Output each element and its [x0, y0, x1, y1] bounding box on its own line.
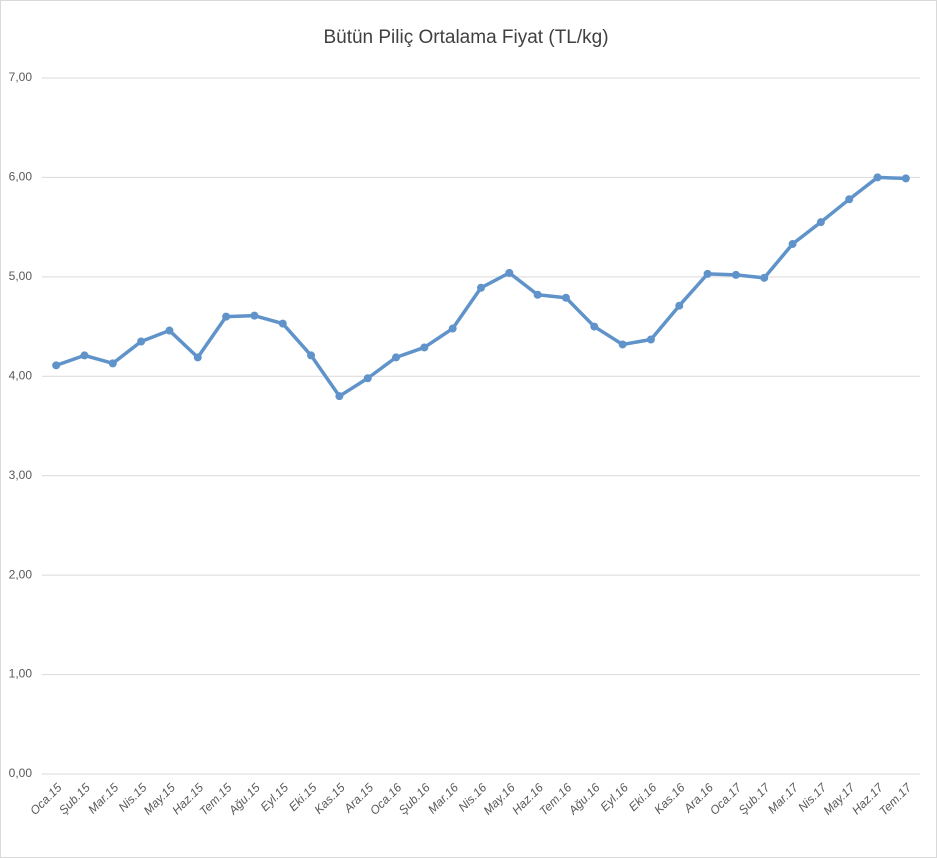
data-point [222, 312, 231, 321]
y-tick-label: 2,00 [9, 567, 33, 581]
chart-title: Bütün Piliç Ortalama Fiyat (TL/kg) [323, 27, 608, 48]
data-point [137, 337, 146, 346]
data-point [703, 269, 712, 278]
data-point [193, 353, 202, 362]
data-point [675, 301, 684, 310]
data-point [250, 311, 259, 320]
data-point [590, 322, 599, 331]
y-tick-label: 5,00 [9, 269, 33, 283]
data-point [477, 283, 485, 292]
data-point [845, 195, 854, 204]
data-point [392, 353, 401, 362]
data-point [420, 343, 429, 352]
data-point [788, 240, 797, 249]
data-point [108, 359, 117, 368]
y-tick-label: 7,00 [9, 70, 33, 84]
data-point [760, 273, 769, 282]
data-point [646, 335, 655, 344]
y-tick-label: 3,00 [9, 468, 33, 482]
data-point [901, 174, 910, 183]
data-point [307, 351, 316, 360]
y-tick-label: 4,00 [9, 368, 33, 382]
data-point [80, 351, 89, 360]
data-point [335, 392, 344, 401]
data-point [816, 218, 825, 227]
data-point [363, 374, 372, 383]
data-point [561, 293, 570, 302]
data-point [618, 340, 627, 349]
y-tick-label: 1,00 [9, 667, 33, 681]
data-point [448, 324, 457, 333]
data-point [731, 270, 740, 279]
data-point [278, 319, 287, 328]
data-point [505, 268, 514, 277]
y-tick-label: 0,00 [9, 766, 33, 780]
data-point [533, 290, 542, 299]
y-tick-label: 6,00 [9, 170, 33, 184]
data-point [165, 326, 174, 335]
data-point [52, 361, 61, 370]
data-point [873, 173, 882, 182]
